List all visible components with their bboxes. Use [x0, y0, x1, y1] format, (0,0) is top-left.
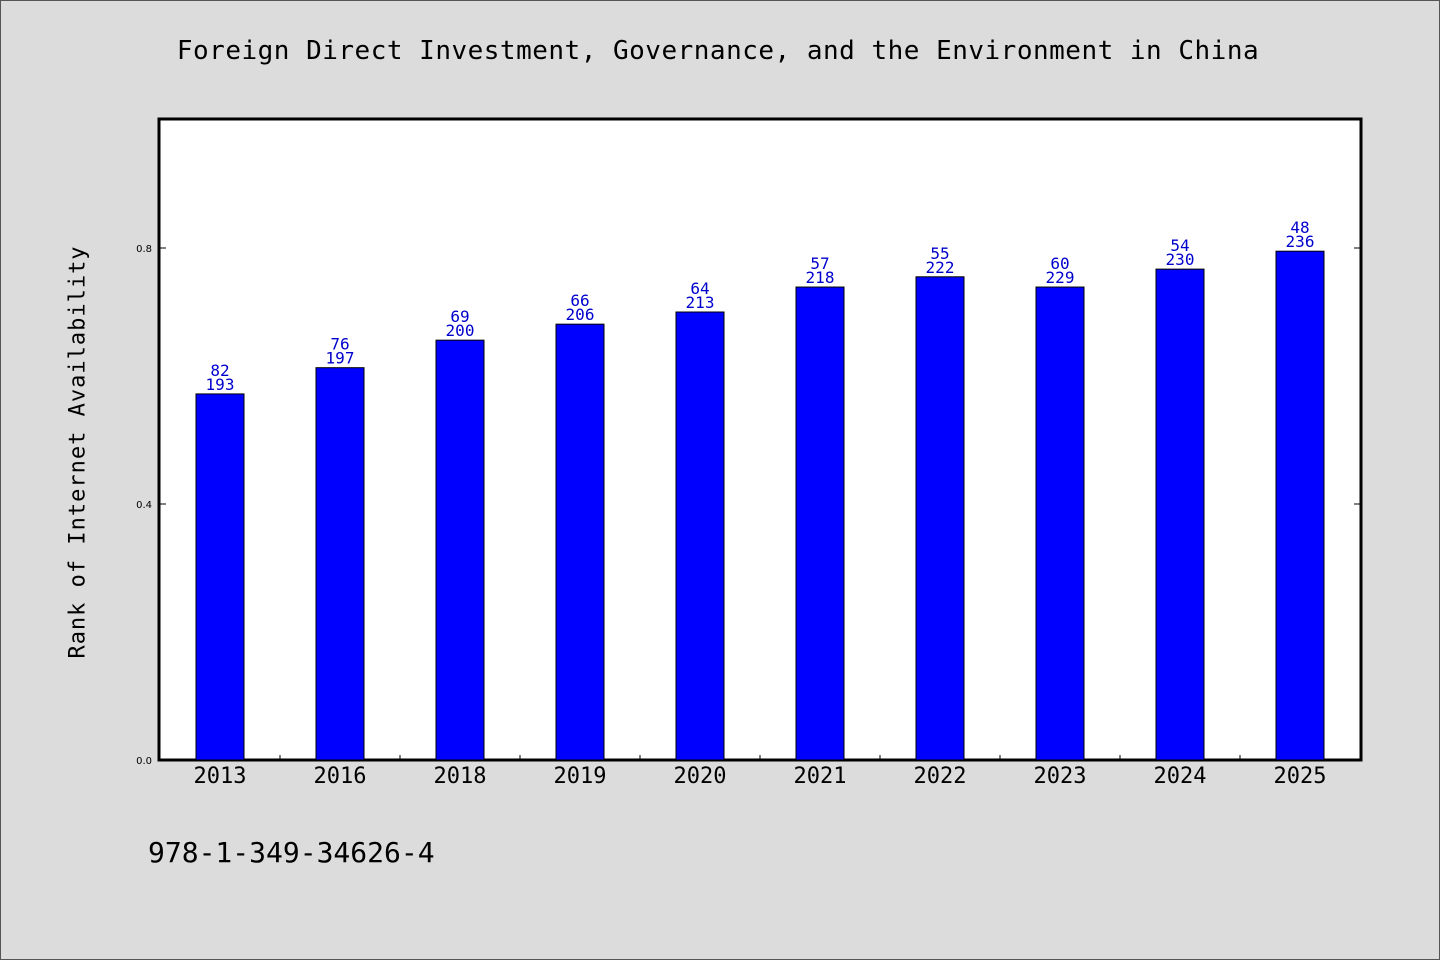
x-tick-label-2013: 2013 — [194, 764, 247, 789]
bar-2018 — [435, 339, 485, 761]
x-tick-label-2025: 2025 — [1274, 764, 1327, 789]
x-tick-label-2020: 2020 — [674, 764, 727, 789]
isbn-text: 978-1-349-34626-4 — [148, 836, 435, 869]
chart-title: Foreign Direct Investment, Governance, a… — [176, 36, 1260, 66]
bar-2021 — [795, 286, 845, 761]
data-label-bottom-2018: 200 — [446, 321, 475, 340]
x-ticks-group: 2013 2016 2018 2019 2020 2021 2022 2023 2024 2025 — [194, 755, 1327, 789]
data-label-top-2024: 54 — [1170, 236, 1189, 255]
data-label-top-2016: 76 — [330, 335, 349, 354]
bar-2023 — [1035, 286, 1085, 761]
data-label-top-2025: 48 — [1290, 218, 1309, 237]
x-tick-label-2023: 2023 — [1034, 764, 1087, 789]
data-label-bottom-2021: 218 — [806, 268, 835, 287]
data-label-top-2023: 60 — [1050, 254, 1069, 273]
data-label-bottom-2019: 206 — [566, 305, 595, 324]
x-tick-label-2021: 2021 — [794, 764, 847, 789]
data-label-top-2020: 64 — [690, 279, 709, 298]
data-label-top-2018: 69 — [450, 307, 469, 326]
y-tick-label-0.8: 0.8 — [136, 244, 152, 255]
data-label-top-2021: 57 — [810, 254, 829, 273]
data-label-bottom-2022: 222 — [926, 258, 955, 277]
data-label-top-2013: 82 — [210, 361, 229, 380]
bar-2013 — [195, 393, 245, 761]
bar-2016 — [315, 367, 365, 761]
x-tick-label-2018: 2018 — [434, 764, 487, 789]
data-label-bottom-2013: 193 — [206, 375, 235, 394]
y-ticks-group: 0.0 0.4 0.8 — [136, 244, 1360, 767]
x-tick-label-2016: 2016 — [314, 764, 367, 789]
bar-2019 — [555, 323, 605, 761]
y-tick-label-0.0: 0.0 — [136, 756, 152, 767]
data-label-bottom-2024: 230 — [1166, 250, 1195, 269]
bar-2022 — [915, 276, 965, 761]
data-label-top-2022: 55 — [930, 244, 949, 263]
bar-2025 — [1275, 250, 1325, 761]
data-label-bottom-2023: 229 — [1046, 268, 1075, 287]
x-tick-label-2019: 2019 — [554, 764, 607, 789]
x-tick-label-2022: 2022 — [914, 764, 967, 789]
data-label-bottom-2016: 197 — [326, 349, 355, 368]
x-tick-label-2024: 2024 — [1154, 764, 1207, 789]
bar-2020 — [675, 311, 725, 761]
y-tick-label-0.4: 0.4 — [136, 500, 152, 511]
data-label-top-2019: 66 — [570, 291, 589, 310]
data-label-bottom-2025: 236 — [1286, 232, 1315, 251]
bar-2024 — [1155, 268, 1205, 761]
data-label-bottom-2020: 213 — [686, 293, 715, 312]
